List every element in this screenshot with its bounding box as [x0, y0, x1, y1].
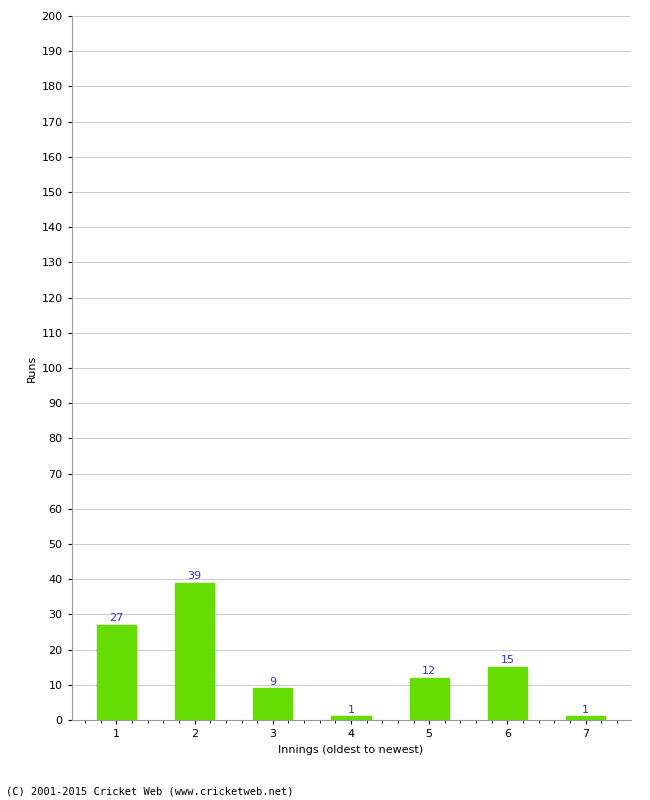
Text: 12: 12	[422, 666, 436, 676]
Bar	[332, 717, 370, 720]
Text: 1: 1	[582, 705, 589, 714]
Text: 39: 39	[188, 571, 202, 581]
X-axis label: Innings (oldest to newest): Innings (oldest to newest)	[278, 745, 424, 754]
Text: 15: 15	[500, 655, 514, 666]
Bar	[254, 688, 292, 720]
Bar	[97, 625, 136, 720]
Text: 9: 9	[269, 677, 276, 686]
Text: 1: 1	[348, 705, 354, 714]
Bar	[488, 667, 527, 720]
Text: (C) 2001-2015 Cricket Web (www.cricketweb.net): (C) 2001-2015 Cricket Web (www.cricketwe…	[6, 786, 294, 796]
Bar	[175, 582, 215, 720]
Bar	[410, 678, 448, 720]
Text: 27: 27	[109, 613, 124, 623]
Bar	[566, 717, 605, 720]
Y-axis label: Runs: Runs	[27, 354, 37, 382]
